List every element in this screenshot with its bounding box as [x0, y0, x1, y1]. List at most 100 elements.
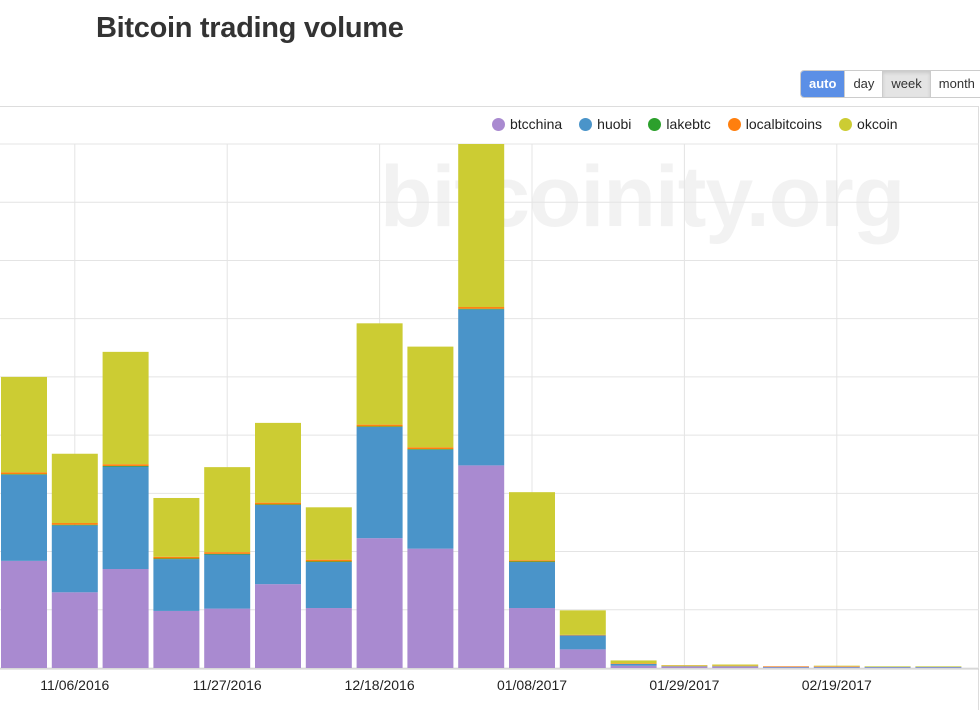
bar-segment-btcchina[interactable]: [661, 666, 708, 668]
bar-segment-okcoin[interactable]: [661, 665, 708, 666]
bar-segment-okcoin[interactable]: [559, 610, 606, 635]
bar-segment-okcoin[interactable]: [1, 376, 47, 473]
bar-segment-lakebtc[interactable]: [509, 561, 555, 563]
bar-segment-okcoin[interactable]: [509, 492, 555, 561]
bar-segment-lakebtc[interactable]: [204, 553, 251, 555]
bar-segment-okcoin[interactable]: [51, 453, 98, 524]
bar-segment-huobi[interactable]: [305, 562, 352, 609]
bar-segment-btcchina[interactable]: [712, 666, 759, 668]
chart-area: [0, 106, 979, 710]
legend-item-okcoin[interactable]: okcoin: [839, 116, 898, 132]
bar-segment-okcoin[interactable]: [813, 665, 860, 667]
bar-segment-btcchina[interactable]: [610, 665, 657, 668]
bar-segment-huobi[interactable]: [153, 559, 200, 611]
legend-swatch-btcchina: [492, 117, 505, 131]
bar-segment-okcoin[interactable]: [712, 664, 759, 666]
bar-segment-localbitcoins[interactable]: [661, 665, 708, 667]
bar-segment-lakebtc[interactable]: [356, 426, 403, 427]
bar-segment-huobi[interactable]: [1, 474, 47, 561]
bar-segment-btcchina[interactable]: [356, 538, 403, 668]
bar-segment-localbitcoins[interactable]: [51, 523, 98, 525]
bar-segment-huobi[interactable]: [356, 426, 403, 539]
bar-segment-btcchina[interactable]: [1, 560, 47, 668]
bar-segment-huobi[interactable]: [763, 666, 809, 668]
bar-segment-lakebtc[interactable]: [1, 474, 47, 475]
legend-item-localbitcoins[interactable]: localbitcoins: [727, 116, 822, 132]
bar-segment-btcchina[interactable]: [813, 667, 860, 668]
bar-segment-lakebtc[interactable]: [153, 558, 200, 560]
bar-segment-lakebtc[interactable]: [458, 308, 505, 310]
bar-segment-okcoin[interactable]: [610, 660, 657, 664]
bar-segment-okcoin[interactable]: [102, 351, 149, 465]
bar-segment-btcchina[interactable]: [509, 608, 555, 668]
bar-segment-huobi[interactable]: [51, 525, 98, 593]
bar-segment-localbitcoins[interactable]: [204, 552, 251, 554]
bar-segment-btcchina[interactable]: [204, 608, 251, 668]
bar-segment-huobi[interactable]: [509, 562, 555, 609]
bar-segment-btcchina[interactable]: [305, 608, 352, 668]
bar-segment-localbitcoins[interactable]: [509, 560, 555, 562]
bar-segment-localbitcoins[interactable]: [712, 665, 759, 667]
bar-segment-huobi[interactable]: [102, 466, 149, 570]
bar-segment-btcchina[interactable]: [102, 569, 149, 668]
bar-segment-localbitcoins[interactable]: [305, 559, 352, 562]
bar-segment-localbitcoins[interactable]: [763, 666, 809, 667]
bar-segment-btcchina[interactable]: [915, 667, 962, 668]
bar-segment-lakebtc[interactable]: [407, 449, 454, 450]
bar-segment-btcchina[interactable]: [458, 465, 505, 668]
bar-segment-lakebtc[interactable]: [102, 465, 149, 467]
bar-segment-huobi[interactable]: [204, 554, 251, 609]
legend-label: okcoin: [857, 116, 898, 132]
bar-segment-localbitcoins[interactable]: [610, 663, 657, 664]
bar-segment-huobi[interactable]: [610, 663, 657, 666]
period-month-button[interactable]: month: [929, 71, 980, 97]
bar-segment-huobi[interactable]: [712, 666, 759, 667]
bar-segment-okcoin[interactable]: [458, 144, 505, 308]
bar-segment-btcchina[interactable]: [864, 667, 911, 668]
bar-segment-lakebtc[interactable]: [305, 561, 352, 563]
bar-segment-localbitcoins[interactable]: [102, 464, 149, 466]
bar-segment-okcoin[interactable]: [255, 422, 301, 503]
bar-segment-huobi[interactable]: [255, 504, 301, 585]
bar-segment-lakebtc[interactable]: [51, 524, 98, 526]
bar-segment-localbitcoins[interactable]: [458, 307, 505, 309]
legend-swatch-huobi: [579, 117, 593, 131]
bar-segment-btcchina[interactable]: [153, 610, 200, 668]
bar-segment-btcchina[interactable]: [407, 548, 454, 668]
bar-segment-localbitcoins[interactable]: [559, 634, 606, 636]
bar-segment-localbitcoins[interactable]: [813, 666, 860, 667]
legend-item-lakebtc[interactable]: lakebtc: [648, 116, 711, 132]
period-week-button[interactable]: week: [882, 71, 930, 97]
legend-item-huobi[interactable]: huobi: [579, 116, 631, 132]
bar-segment-okcoin[interactable]: [864, 666, 911, 667]
legend-swatch-okcoin: [839, 117, 853, 131]
bar-segment-btcchina[interactable]: [255, 584, 301, 668]
bar-segment-huobi[interactable]: [915, 666, 962, 668]
bar-segment-btcchina[interactable]: [559, 649, 606, 668]
bar-segment-huobi[interactable]: [864, 666, 911, 668]
bar-segment-btcchina[interactable]: [51, 592, 98, 668]
bar-segment-btcchina[interactable]: [763, 667, 809, 668]
bar-segment-huobi[interactable]: [407, 449, 454, 549]
legend-swatch-lakebtc: [648, 117, 662, 131]
bar-segment-okcoin[interactable]: [305, 507, 352, 560]
period-day-button[interactable]: day: [844, 71, 882, 97]
bar-segment-localbitcoins[interactable]: [1, 472, 47, 475]
bar-segment-okcoin[interactable]: [407, 346, 454, 448]
period-selector: auto day week month: [800, 70, 980, 98]
bar-segment-localbitcoins[interactable]: [407, 447, 454, 450]
period-auto-button[interactable]: auto: [801, 71, 845, 97]
bar-segment-huobi[interactable]: [559, 635, 606, 650]
bar-segment-okcoin[interactable]: [356, 323, 403, 425]
bar-segment-localbitcoins[interactable]: [255, 502, 301, 505]
bar-segment-huobi[interactable]: [661, 666, 708, 667]
bar-segment-okcoin[interactable]: [915, 666, 962, 667]
bar-segment-localbitcoins[interactable]: [153, 556, 200, 559]
bar-segment-huobi[interactable]: [458, 309, 505, 466]
bar-segment-huobi[interactable]: [813, 666, 860, 668]
legend-item-btcchina[interactable]: btcchina: [492, 116, 562, 132]
bar-segment-okcoin[interactable]: [153, 497, 200, 557]
bar-segment-localbitcoins[interactable]: [356, 424, 403, 427]
bar-segment-okcoin[interactable]: [204, 467, 251, 553]
bar-segment-lakebtc[interactable]: [255, 504, 301, 505]
